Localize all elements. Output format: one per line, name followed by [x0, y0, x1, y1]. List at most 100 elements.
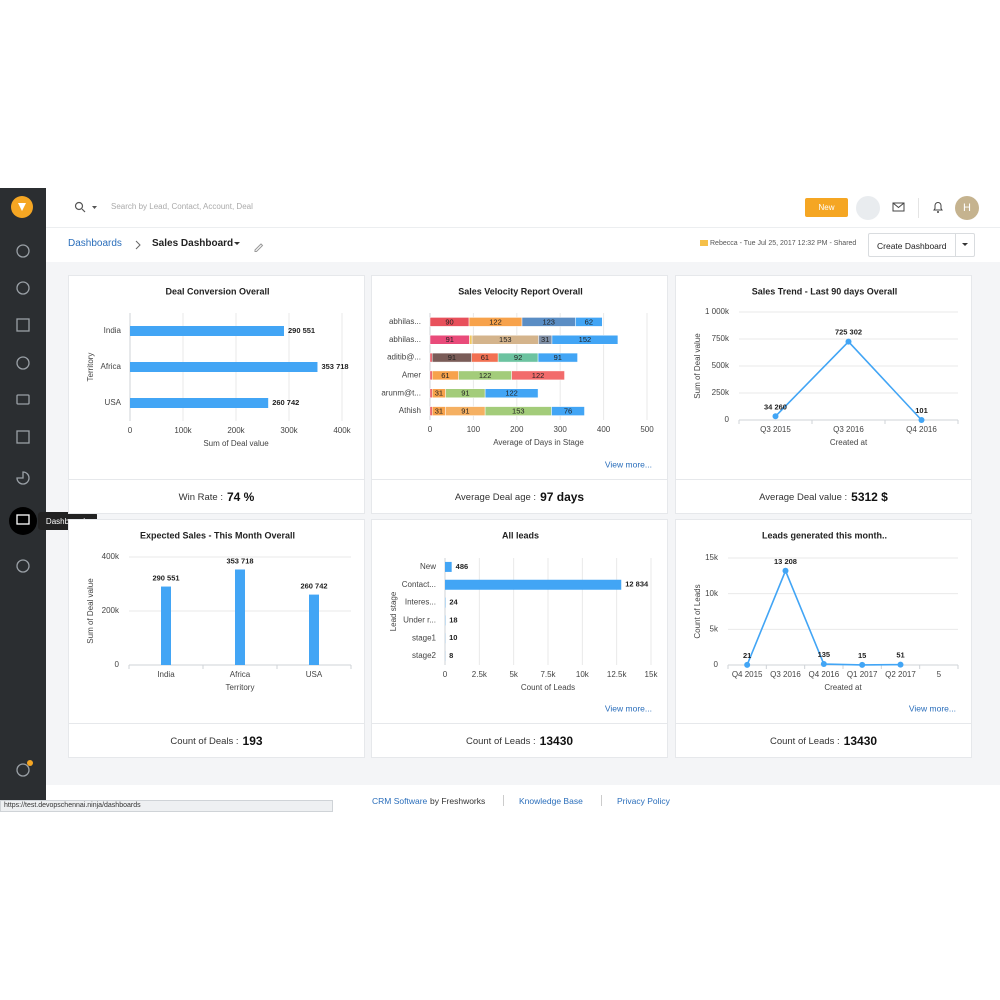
bar — [130, 326, 284, 336]
value-label: 12 834 — [625, 580, 649, 589]
caret[interactable] — [962, 243, 969, 248]
x-tick-label: 12.5k — [607, 670, 628, 679]
kpi: Average Deal value :5312 $ — [676, 479, 971, 514]
bar-segment — [484, 388, 539, 398]
point — [820, 661, 827, 668]
footer-kb-link[interactable]: Knowledge Base — [519, 796, 583, 806]
chart: Expected Sales - This Month Overall 0 200k… — [86, 530, 352, 692]
x-tick-label: 5 — [937, 670, 942, 679]
value-label: 260 742 — [300, 582, 327, 591]
y-tick-label: abhilas... — [389, 335, 421, 344]
kpi-label: Average Deal value : — [759, 491, 848, 503]
segment-label: 123 — [542, 317, 555, 326]
x-tick-label: 200 — [510, 425, 524, 434]
nav-contacts[interactable] — [16, 281, 30, 295]
breadcrumb-current[interactable]: Sales Dashboard — [152, 238, 234, 249]
y-tick-label: 15k — [705, 553, 719, 562]
value-label: 353 718 — [226, 556, 253, 565]
bar-segment — [429, 388, 433, 398]
kpi: Count of Leads :13430 — [372, 723, 667, 758]
nav-deals[interactable] — [16, 356, 30, 370]
bar — [445, 579, 622, 590]
nav-accounts[interactable] — [16, 318, 30, 332]
segment-label: 91 — [554, 353, 562, 362]
segment-label: 91 — [461, 389, 469, 398]
chart: Deal Conversion Overall 0 100k 200k 300k 400k… — [86, 286, 352, 448]
x-tick-label: 500 — [640, 425, 654, 434]
nav-help[interactable] — [16, 763, 30, 777]
view-more-link[interactable]: View more... — [605, 703, 652, 713]
search-input[interactable]: Search by Lead, Contact, Account, Deal — [111, 202, 253, 211]
view-more-link[interactable]: View more... — [909, 703, 956, 713]
breadcrumb-root[interactable]: Dashboards — [68, 238, 122, 249]
kpi-value: 13430 — [539, 734, 574, 748]
x-tick-label: Q3 2016 — [770, 670, 801, 679]
mail-icon[interactable] — [892, 202, 906, 213]
bar-segment — [469, 335, 473, 345]
segment-label: 61 — [441, 371, 449, 380]
value-label: 290 551 — [288, 326, 315, 335]
bar-segment — [575, 317, 603, 327]
status-url: https://test.devopschennai.ninja/dashboa… — [0, 800, 333, 812]
x-tick-label: 300k — [280, 426, 298, 435]
nav-dashboards-active[interactable] — [9, 507, 37, 535]
segment-label: 31 — [435, 389, 443, 398]
x-tick-label: 300 — [554, 425, 568, 434]
segment-label: 122 — [489, 317, 502, 326]
nav-reports[interactable] — [16, 471, 30, 485]
kpi-label: Count of Leads : — [465, 735, 536, 747]
y-tick-label: 200k — [102, 606, 120, 615]
create-dashboard-button[interactable]: Create Dashboard — [868, 233, 975, 257]
footer-by: by Freshworks — [430, 796, 486, 806]
kpi-label: Count of Leads : — [769, 735, 840, 747]
search-icon[interactable] — [74, 201, 98, 215]
divider — [918, 198, 919, 218]
y-tick-label: Africa — [101, 362, 122, 371]
kpi-label: Win Rate : — [178, 491, 223, 503]
kpi-value: 74 % — [227, 490, 255, 504]
chevron — [135, 240, 141, 250]
phone-button[interactable] — [856, 196, 880, 220]
value-label: 486 — [456, 562, 469, 571]
bell-icon[interactable] — [932, 201, 944, 214]
y-tick-label: 500k — [712, 361, 730, 370]
footer-crm-link[interactable]: CRM Software — [372, 796, 428, 806]
segment-label: 90 — [445, 317, 453, 326]
bar-segment — [429, 370, 433, 381]
nav-settings[interactable] — [16, 559, 30, 573]
chart-title: Deal Conversion Overall — [165, 286, 269, 296]
kpi: Average Deal age :97 days — [372, 479, 667, 514]
value-label: 51 — [896, 651, 904, 660]
x-tick-label: Africa — [230, 670, 251, 679]
x-tick-label: 10k — [576, 670, 590, 679]
nav-leads[interactable] — [16, 244, 30, 258]
x-tick-label: Q2 2017 — [885, 670, 916, 679]
dashboard-actions[interactable] — [234, 242, 264, 252]
y-tick-label: India — [104, 326, 122, 335]
breadcrumb-bar: Dashboards Sales Dashboard Rebecca - Tue… — [46, 228, 1000, 262]
avatar[interactable]: H — [955, 196, 979, 220]
segment-label: 152 — [579, 335, 592, 344]
view-more-link[interactable]: View more... — [605, 459, 652, 469]
kpi: Count of Deals :193 — [69, 723, 364, 758]
chart: Sales Trend - Last 90 days Overall 0 250k 5… — [693, 286, 959, 447]
new-button[interactable]: New — [805, 198, 848, 217]
chart-title: Sales Trend - Last 90 days Overall — [752, 286, 898, 296]
segment-label: 92 — [514, 353, 522, 362]
kpi-value: 193 — [242, 734, 263, 748]
y-tick-label: USA — [105, 398, 122, 407]
x-axis-label: Count of Leads — [521, 683, 575, 692]
value-label: 13 208 — [774, 557, 797, 566]
x-tick-label: 100 — [467, 425, 481, 434]
divider — [955, 234, 956, 256]
y-tick-label: 1 000k — [705, 307, 730, 316]
footer-privacy-link[interactable]: Privacy Policy — [617, 796, 670, 806]
chart-title: All leads — [502, 530, 539, 540]
nav-calendar[interactable] — [16, 430, 30, 444]
y-tick-label: Amer — [402, 371, 421, 380]
nav-chat[interactable] — [16, 394, 30, 405]
bar — [130, 398, 269, 408]
kpi-label: Average Deal age : — [454, 491, 537, 503]
chart: All leads 0 2.5k 5k 7.5k 10k 12.5k 15k New Contac… — [389, 530, 658, 713]
